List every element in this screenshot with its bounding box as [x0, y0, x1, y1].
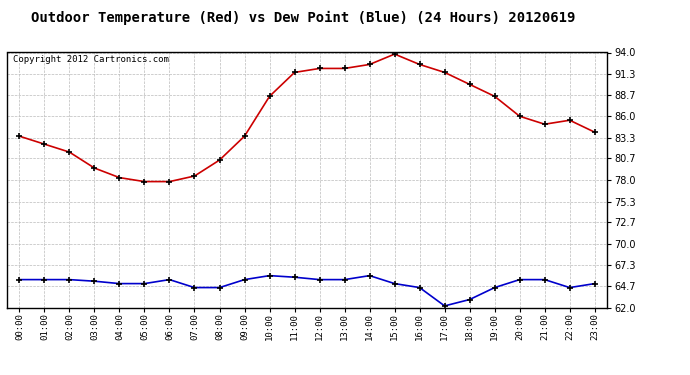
- Text: Outdoor Temperature (Red) vs Dew Point (Blue) (24 Hours) 20120619: Outdoor Temperature (Red) vs Dew Point (…: [32, 11, 575, 26]
- Text: Copyright 2012 Cartronics.com: Copyright 2012 Cartronics.com: [13, 55, 169, 64]
